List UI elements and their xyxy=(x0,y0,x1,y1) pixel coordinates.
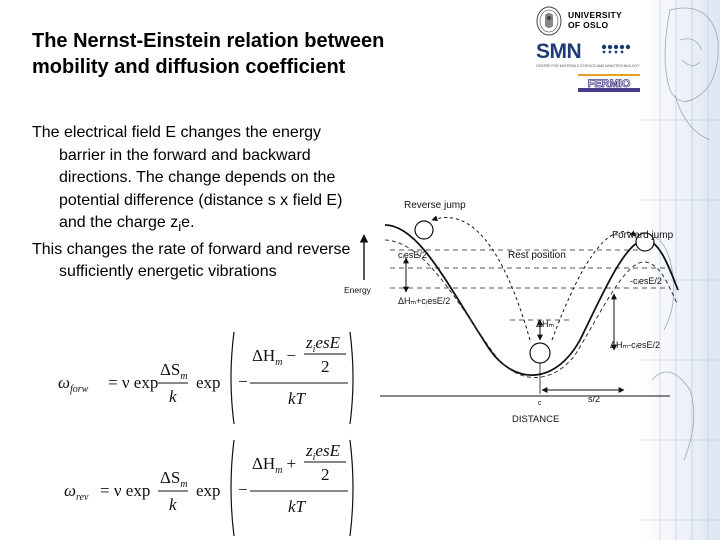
esE-text: esE xyxy=(315,441,340,460)
enthalpy-symbol: ΔH xyxy=(252,454,275,473)
plus-minus-sign: + xyxy=(286,454,296,473)
svg-text:ΔSm: ΔSm xyxy=(160,468,188,490)
left-shift-label: cᵢesE/2 xyxy=(398,250,427,260)
right-shift-label: -cᵢesE/2 xyxy=(630,276,662,286)
two-denominator: 2 xyxy=(321,357,330,376)
svg-text:ΔSm: ΔSm xyxy=(160,360,188,382)
omega-symbol: ω xyxy=(64,481,76,500)
left-paren-icon xyxy=(230,439,235,537)
paragraph-rate-change: This changes the rate of forward and rev… xyxy=(32,240,351,281)
untilted-potential-curve xyxy=(384,239,679,378)
paragraph-1-text: The electrical field E changes the energ… xyxy=(32,124,343,231)
svg-text:ziesE: ziesE xyxy=(305,333,341,355)
paragraph-1-subscript: i xyxy=(178,219,182,235)
fermio-text: FERMIO xyxy=(588,78,631,90)
svg-text:ΔHm−: ΔHm − xyxy=(252,346,296,368)
enthalpy-subscript: m xyxy=(275,465,282,476)
entropy-symbol: ΔS xyxy=(160,468,180,487)
title-line-2: mobility and diffusion coefficient xyxy=(32,56,346,78)
left-paren-icon xyxy=(230,331,235,425)
uio-wordmark: UNIVERSITY OF OSLO xyxy=(568,10,622,30)
fermio-logo: FERMIO xyxy=(578,74,640,92)
slide-title: The Nernst-Einstein relation between mob… xyxy=(32,28,384,80)
zi-symbol: z xyxy=(305,441,313,460)
nu-exp-text: = ν exp xyxy=(108,373,158,392)
right-barrier-label: ΔHₘ-cᵢesE/2 xyxy=(610,340,660,350)
title-line-1: The Nernst-Einstein relation between xyxy=(32,30,385,52)
nu-exp-text: = ν exp xyxy=(100,481,150,500)
plus-minus-sign: − xyxy=(286,346,296,365)
institution-logos: UNIVERSITY OF OSLO SMN CENTRE FOR MATERI… xyxy=(530,6,640,96)
exp-text: exp xyxy=(196,481,221,500)
reverse-jump-label: Reverse jump xyxy=(404,200,466,211)
forward-jump-ball xyxy=(635,232,655,252)
paragraph-1-tail: e. xyxy=(181,214,195,231)
half-jump-label: s/2 xyxy=(588,394,600,404)
smn-dots-icon xyxy=(601,44,631,54)
boltzmann-k: k xyxy=(169,495,177,514)
paragraph-field-effect: The electrical field E changes the energ… xyxy=(32,122,362,239)
decorative-side-panel xyxy=(640,0,720,540)
exp-text: exp xyxy=(196,373,221,392)
reverse-jump-arc xyxy=(431,215,531,341)
university-seal-icon xyxy=(536,6,562,36)
enthalpy-symbol: ΔH xyxy=(252,346,275,365)
two-denominator: 2 xyxy=(321,465,330,484)
svg-text:ΔHm+: ΔHm + xyxy=(252,454,296,476)
rest-position-label: Rest position xyxy=(508,250,566,261)
distance-label: DISTANCE xyxy=(512,414,559,425)
entropy-subscript: m xyxy=(180,479,187,490)
uio-line-1: UNIVERSITY xyxy=(568,10,623,20)
esE-text: esE xyxy=(315,333,340,352)
center-barrier-label: ΔHₘ xyxy=(536,319,555,329)
forward-subscript: forw xyxy=(70,384,89,395)
forward-jump-arc xyxy=(551,230,637,341)
rest-ball xyxy=(529,342,551,364)
left-barrier-label: ΔHₘ+cᵢesE/2 xyxy=(398,296,450,306)
forward-jump-label: Forward jump xyxy=(612,230,674,241)
enthalpy-subscript: m xyxy=(275,357,282,368)
c-label: c xyxy=(538,400,542,407)
right-paren-icon xyxy=(349,331,354,425)
svg-text:ωrev: ωrev xyxy=(64,481,89,503)
uio-line-2: OF OSLO xyxy=(568,20,609,30)
zi-symbol: z xyxy=(305,333,313,352)
reverse-rate-equation: ωrev = ν exp ΔSm k exp − ΔHm + ziesE 2 kT xyxy=(64,439,354,537)
entropy-subscript: m xyxy=(180,371,187,382)
energy-barrier-diagram: Energy Reverse jump Forward jump Rest po… xyxy=(344,200,679,425)
reverse-jump-ball xyxy=(414,220,434,240)
reverse-subscript: rev xyxy=(76,492,89,503)
energy-axis-label: Energy xyxy=(344,285,372,295)
kT-denominator: kT xyxy=(288,389,307,408)
kT-denominator: kT xyxy=(288,497,307,516)
boltzmann-k: k xyxy=(169,387,177,406)
minus-sign: − xyxy=(238,480,248,499)
minus-sign: − xyxy=(238,372,248,391)
smn-logo: SMN xyxy=(536,40,582,63)
right-paren-icon xyxy=(349,439,354,537)
zi-subscript: i xyxy=(313,344,316,355)
forward-rate-equation: ωforw = ν exp ΔSm k exp − ΔHm − ziesE 2 k… xyxy=(58,331,354,425)
entropy-symbol: ΔS xyxy=(160,360,180,379)
zi-subscript: i xyxy=(313,452,316,463)
svg-text:ωforw: ωforw xyxy=(58,373,89,395)
svg-text:ziesE: ziesE xyxy=(305,441,341,463)
smn-tagline: CENTRE FOR MATERIALS SCIENCE AND NANOTEC… xyxy=(536,64,640,68)
body-text: The electrical field E changes the energ… xyxy=(32,122,362,284)
omega-symbol: ω xyxy=(58,373,70,392)
